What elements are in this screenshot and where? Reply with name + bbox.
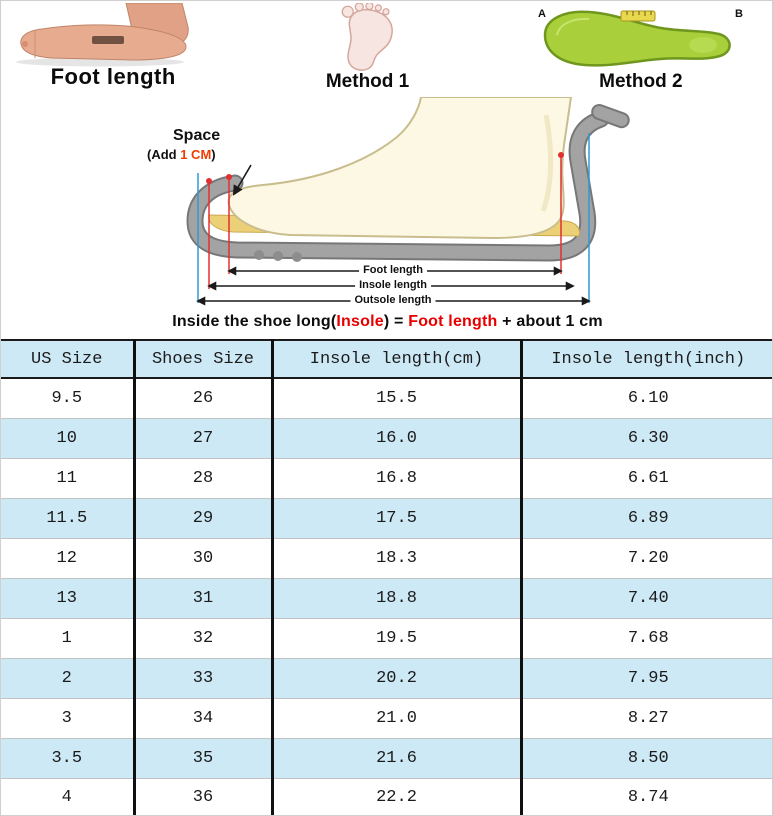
measurement-methods-row: Foot length Method 1 [1,1,772,97]
cell-us-size: 9.5 [1,378,136,418]
cell-shoes-size: 31 [134,577,274,618]
cell-insole-cm: 21.0 [272,697,523,738]
space-add-note: (Add 1 CM) [147,147,216,162]
cell-us-size: 1 [1,617,136,658]
insole-marker-a: A [538,8,546,20]
cell-shoes-size: 29 [134,497,274,538]
insole-formula: Inside the shoe long(Insole) = Foot leng… [1,313,772,331]
cell-us-size: 4 [1,777,136,815]
footprint-illustration [341,3,393,71]
cell-insole-cm: 19.5 [272,617,523,658]
cell-shoes-size: 26 [134,378,274,418]
shoe-measurement-diagram [186,97,630,306]
table-row: 4 36 22.2 8.74 [1,777,772,815]
cell-us-size: 3 [1,697,136,738]
cell-insole-cm: 20.2 [272,657,523,698]
cell-insole-cm: 18.3 [272,537,523,578]
cell-shoes-size: 32 [134,617,274,658]
cell-insole-inch: 7.20 [521,537,772,578]
insole-marker-b: B [735,8,743,20]
cell-insole-inch: 7.95 [521,657,772,698]
header-insole-cm: Insole length(cm) [272,340,523,379]
cell-us-size: 3.5 [1,737,136,778]
cell-us-size: 2 [1,657,136,698]
cell-shoes-size: 36 [134,777,274,815]
cell-us-size: 11 [1,457,136,498]
method1-section: Method 1 [225,1,509,97]
cell-insole-inch: 6.30 [521,417,772,458]
space-add-suffix: ) [211,147,216,162]
cell-us-size: 13 [1,577,136,618]
formula-foot-length: Foot length [408,313,498,330]
table-row: 11.5 29 17.5 6.89 [1,497,772,538]
foot-length-section: Foot length [1,1,225,97]
cell-insole-cm: 18.8 [272,577,523,618]
cell-insole-inch: 7.40 [521,577,772,618]
insole-method2-illustration: A B [538,8,743,67]
cell-insole-cm: 15.5 [272,378,523,418]
cell-shoes-size: 30 [134,537,274,578]
cell-us-size: 11.5 [1,497,136,538]
method1-label: Method 1 [325,71,410,92]
method2-label: Method 2 [599,71,683,92]
table-row: 13 31 18.8 7.40 [1,577,772,618]
cell-shoes-size: 28 [134,457,274,498]
cell-insole-inch: 6.61 [521,457,772,498]
foot-photo-illustration [16,3,189,67]
method2-section: A B Method 2 [510,1,772,97]
cell-insole-inch: 8.74 [521,777,772,815]
insole-length-dim-label: Insole length [355,279,431,292]
shoe-diagram-section: Space (Add 1 CM) Foot length Insole leng… [1,97,772,339]
formula-insole: Insole [336,313,384,330]
space-add-value: 1 CM [180,147,212,162]
header-insole-inch: Insole length(inch) [521,340,772,379]
cell-shoes-size: 27 [134,417,274,458]
cell-insole-cm: 21.6 [272,737,523,778]
table-row: 1 32 19.5 7.68 [1,617,772,658]
cell-shoes-size: 33 [134,657,274,698]
table-row: 10 27 16.0 6.30 [1,417,772,458]
outsole-length-dim-label: Outsole length [350,294,436,307]
table-header-row: US Size Shoes Size Insole length(cm) Ins… [1,340,772,379]
size-table: US Size Shoes Size Insole length(cm) Ins… [1,339,772,815]
formula-part3: + about 1 cm [497,313,603,330]
table-row: 11 28 16.8 6.61 [1,457,772,498]
table-row: 3.5 35 21.6 8.50 [1,737,772,778]
table-row: 3 34 21.0 8.27 [1,697,772,738]
cell-insole-inch: 6.10 [627,388,669,408]
cell-insole-inch: 8.27 [521,697,772,738]
cell-us-size: 12 [1,537,136,578]
cell-insole-inch: 6.89 [521,497,772,538]
cell-insole-inch: 8.50 [521,737,772,778]
cell-us-size: 10 [1,417,136,458]
cell-insole-cm: 22.2 [272,777,523,815]
header-us-size: US Size [1,340,136,379]
foot-length-label: Foot length [50,64,176,89]
formula-part1: Inside the shoe long( [172,313,337,330]
space-add-prefix: (Add [147,147,181,162]
cell-shoes-size: 35 [134,737,274,778]
table-row: 2 33 20.2 7.95 [1,657,772,698]
foot-length-dim-label: Foot length [359,264,427,277]
space-label: Space [173,127,221,144]
cell-insole-cm: 16.0 [272,417,523,458]
table-row: 12 30 18.3 7.20 [1,537,772,578]
cell-shoes-size: 34 [134,697,274,738]
formula-part2: ) = [383,313,409,330]
cell-insole-cm: 16.8 [272,457,523,498]
header-shoes-size: Shoes Size [134,340,274,379]
cell-insole-inch: 7.68 [521,617,772,658]
table-row: 9.5 26 15.5 6.10 [1,378,772,418]
cell-insole-cm: 17.5 [272,497,523,538]
